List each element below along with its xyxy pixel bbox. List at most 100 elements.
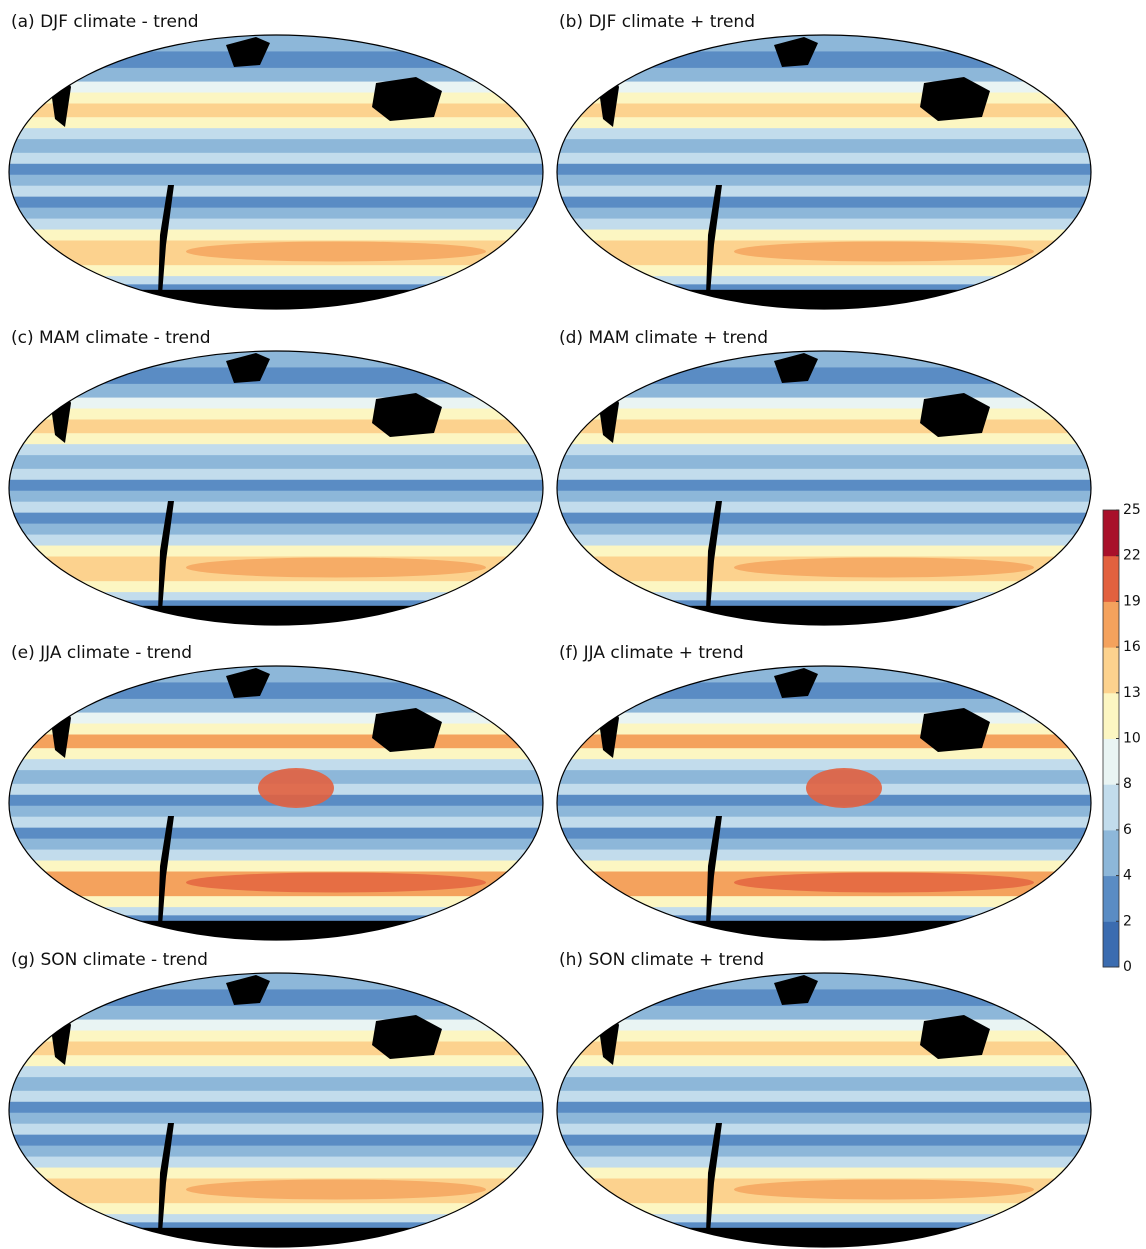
field-band (9, 1055, 543, 1068)
colorbar-segment (1103, 647, 1119, 694)
land-mask (920, 1015, 990, 1059)
colorbar-tick-label: 2 (1123, 913, 1132, 929)
field-band (9, 723, 543, 736)
field-band (9, 748, 543, 761)
field-band (557, 592, 1091, 602)
field-band (9, 698, 543, 714)
map-panel: (d) MAM climate + trend (556, 328, 1092, 626)
field-band (557, 838, 1091, 851)
field-band (557, 1214, 1091, 1224)
field-band (557, 723, 1091, 736)
field-band (9, 490, 543, 503)
field-band (9, 534, 543, 547)
field-band (557, 468, 1091, 481)
land-mask (920, 77, 990, 121)
field-band (557, 207, 1091, 220)
field-band (9, 468, 543, 481)
field-band (557, 117, 1091, 130)
field-band (557, 139, 1091, 154)
field-band (557, 408, 1091, 421)
field-band (9, 81, 543, 94)
field-band (557, 367, 1091, 385)
land-mask (9, 1227, 543, 1247)
colorbar-segment (1103, 555, 1119, 602)
field-band (9, 185, 543, 198)
colorbar-segment (1103, 692, 1119, 739)
land-mask (158, 1123, 174, 1233)
field-peak (186, 241, 486, 262)
colorbar-segment (1103, 875, 1119, 922)
field-band (557, 51, 1091, 69)
field-band (557, 276, 1091, 286)
land-mask (706, 1123, 722, 1233)
land-mask (557, 920, 1091, 940)
field-band (9, 265, 543, 278)
field-band (557, 383, 1091, 399)
field-band (557, 989, 1091, 1007)
field-band (9, 419, 543, 435)
field-band (9, 666, 543, 684)
land-mask (706, 501, 722, 611)
map-field (557, 351, 1091, 625)
field-band (557, 748, 1091, 761)
map-outline (8, 350, 544, 626)
land-mask (557, 1227, 1091, 1247)
field-band (9, 1101, 543, 1114)
map-outline (556, 350, 1092, 626)
map-panel: (a) DJF climate - trend (8, 12, 544, 310)
map-panel: (e) JJA climate - trend (8, 643, 544, 941)
field-band (9, 734, 543, 750)
field-band (557, 103, 1091, 119)
land-mask (372, 393, 442, 437)
panel-title: (d) MAM climate + trend (559, 328, 768, 348)
colorbar-segment (1103, 784, 1119, 831)
field-band (557, 1156, 1091, 1169)
field-band (9, 896, 543, 909)
field-band (9, 1167, 543, 1180)
colorbar-tick-label: 4 (1123, 868, 1132, 884)
field-band (557, 682, 1091, 700)
panel-title: (b) DJF climate + trend (559, 12, 755, 32)
land-mask (226, 37, 270, 67)
field-band (557, 35, 1091, 53)
colorbar-tick-label: 13 (1123, 685, 1141, 701)
field-band (557, 128, 1091, 141)
panel-title: (a) DJF climate - trend (11, 12, 199, 32)
field-band (557, 1066, 1091, 1079)
field-band (9, 1123, 543, 1136)
field-band (9, 196, 543, 209)
land-mask (9, 920, 543, 940)
field-band (9, 849, 543, 862)
colorbar-tick-label: 19 (1123, 593, 1141, 609)
field-band (9, 92, 543, 105)
map-field (9, 973, 543, 1247)
field-band (557, 816, 1091, 829)
map-panel: (b) DJF climate + trend (556, 12, 1092, 310)
land-mask (706, 816, 722, 926)
field-band (9, 152, 543, 165)
field-band (9, 907, 543, 917)
field-band (557, 196, 1091, 209)
colorbar-segment (1103, 921, 1119, 968)
field-band (557, 490, 1091, 503)
field-peak (734, 557, 1034, 578)
field-band (557, 523, 1091, 536)
field-band (9, 455, 543, 470)
land-mask (158, 816, 174, 926)
field-band (557, 229, 1091, 242)
field-band (9, 163, 543, 176)
field-band (557, 501, 1091, 514)
field-band (9, 139, 543, 154)
field-band (9, 973, 543, 991)
land-mask (774, 975, 818, 1005)
field-band (557, 896, 1091, 909)
panel-title: (e) JJA climate - trend (11, 643, 192, 663)
panel-title: (g) SON climate - trend (11, 950, 208, 970)
field-band (557, 444, 1091, 457)
field-band (9, 989, 543, 1007)
field-band (9, 207, 543, 220)
field-band (557, 581, 1091, 594)
field-band (9, 276, 543, 286)
map-outline (8, 972, 544, 1248)
land-mask (372, 77, 442, 121)
